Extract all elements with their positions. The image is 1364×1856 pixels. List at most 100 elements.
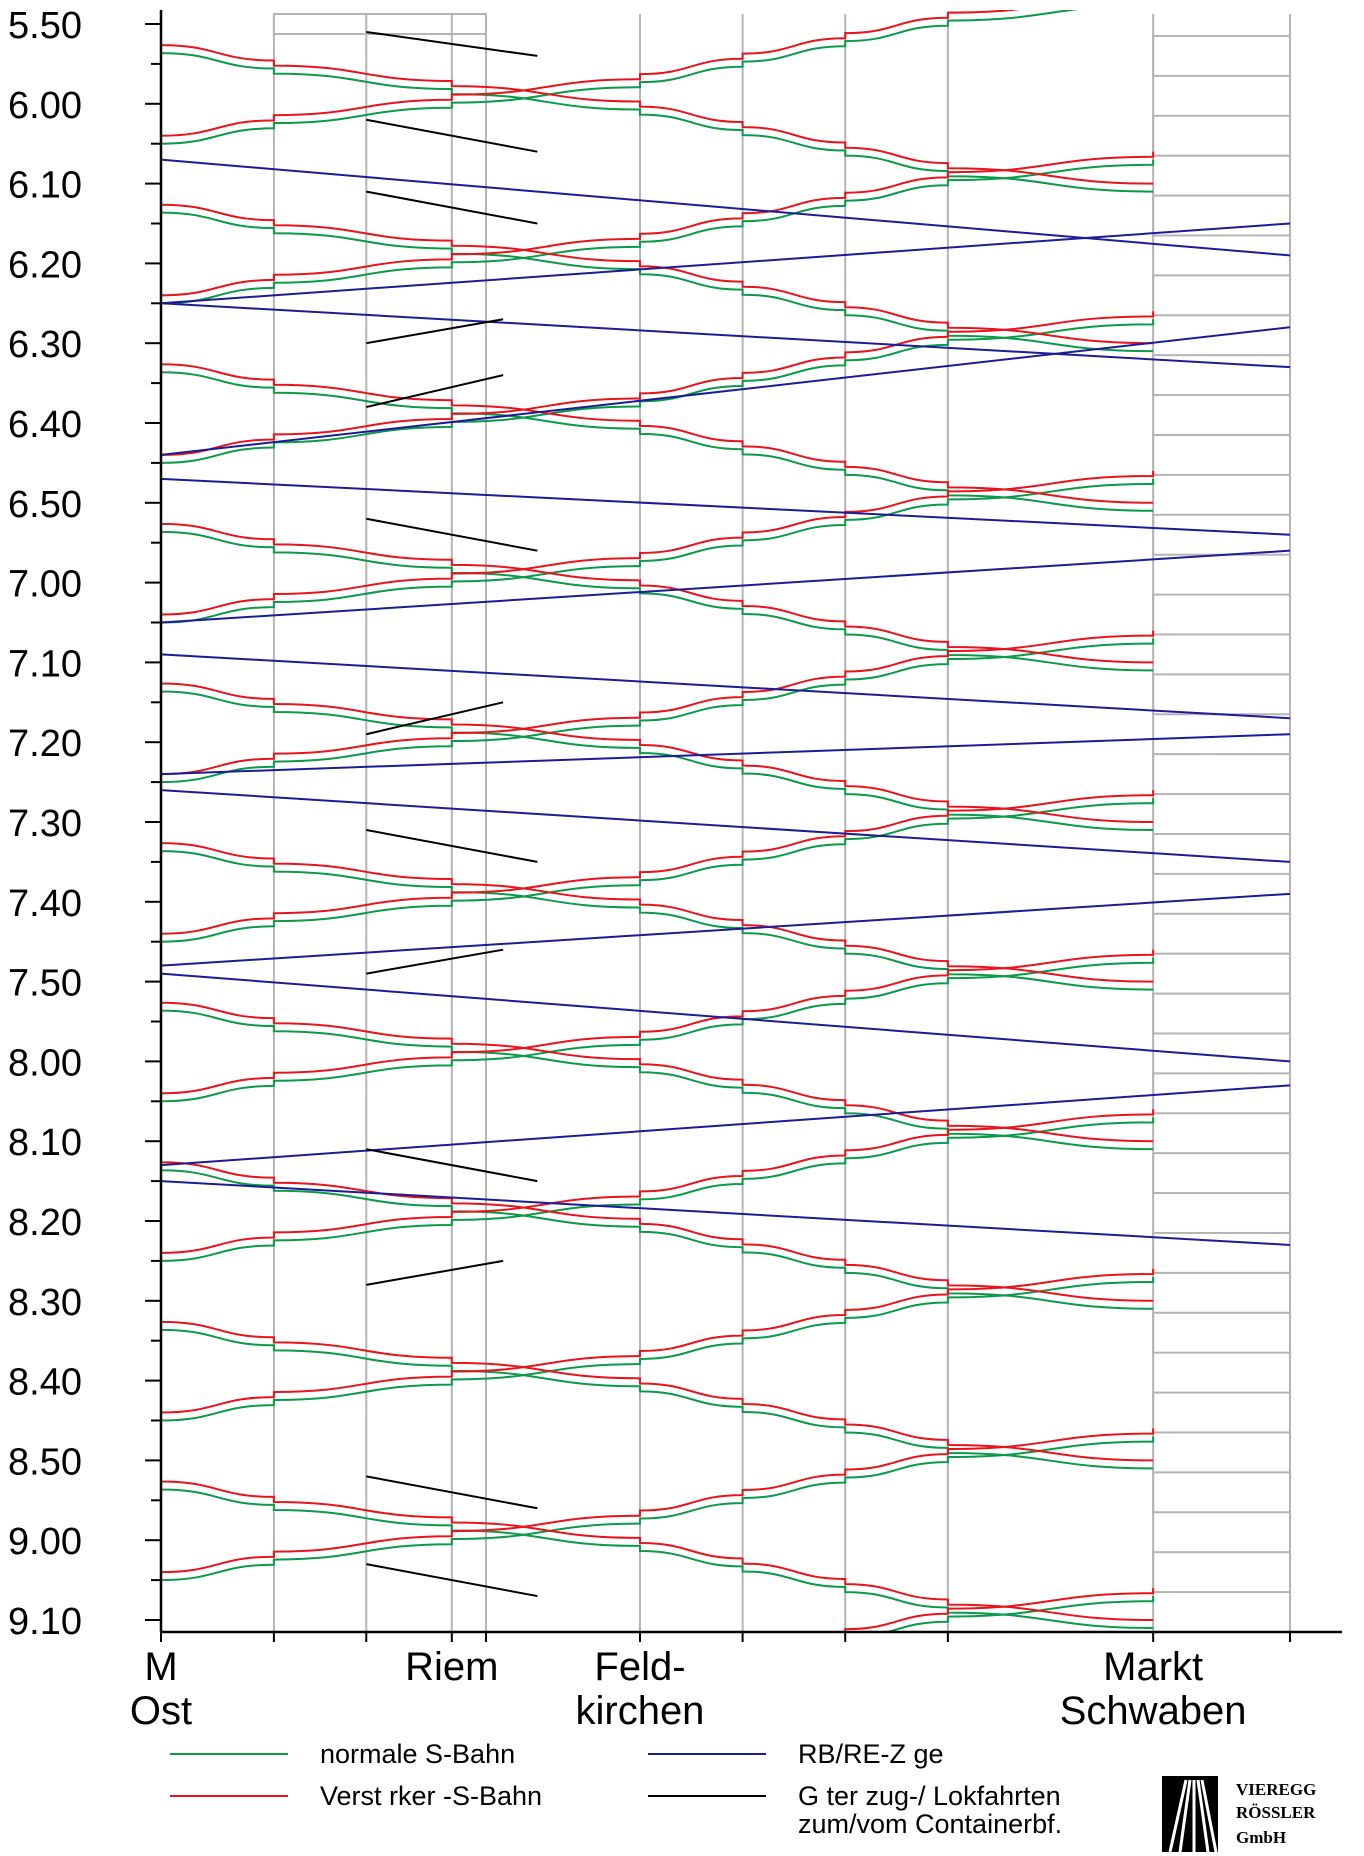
y-tick-label: 8.40 — [8, 1362, 82, 1404]
y-tick-label: 5.50 — [8, 5, 82, 47]
reinforcement-train-path-outbound — [160, 1157, 1154, 1302]
turnback-box — [1152, 992, 1291, 1035]
legend-label-normal: normale S-Bahn — [320, 1739, 515, 1769]
freight-train-path — [366, 1148, 538, 1183]
turnback-box — [1152, 1471, 1291, 1514]
train-paths — [160, 10, 1291, 1632]
regional-train-path — [160, 549, 1291, 624]
y-tick-label: 8.20 — [8, 1202, 82, 1244]
regional-train-path — [160, 733, 1291, 776]
regional-train-path — [160, 158, 1291, 257]
turnback-box — [1152, 274, 1291, 317]
turnback-box — [1152, 1152, 1291, 1195]
logo-text-line1: VIEREGG — [1236, 1780, 1316, 1799]
regional-train-path — [160, 1084, 1291, 1167]
station-label: kirchen — [575, 1689, 704, 1733]
turnback-box — [1152, 114, 1291, 157]
y-tick-label: 7.00 — [8, 564, 82, 606]
legend-label-freight: G ter zug-/ Lokfahrten zum/vom Containerb… — [798, 1781, 1062, 1839]
reinforcement-train-path-inbound — [160, 1428, 1155, 1574]
y-tick-label: 6.10 — [8, 165, 82, 207]
y-tick-label: 8.10 — [8, 1122, 82, 1164]
y-tick-label: 6.00 — [8, 85, 82, 127]
reinforcement-train-path-inbound — [160, 151, 1155, 297]
y-tick-label: 6.30 — [8, 324, 82, 366]
reinforcement-train-path-outbound — [160, 1316, 1154, 1462]
reinforcement-train-path-inbound — [844, 1588, 1155, 1632]
normal-train-path-outbound — [160, 526, 1154, 672]
normal-train-path-inbound — [160, 1436, 1155, 1582]
normal-train-path-inbound — [160, 319, 1155, 464]
normal-train-path-outbound — [160, 1005, 1154, 1151]
reinforcement-train-path-outbound — [160, 199, 1154, 345]
turnback-box — [1152, 1551, 1291, 1594]
normal-train-path-inbound — [160, 798, 1155, 943]
normal-train-path-inbound — [160, 638, 1155, 784]
turnback-box — [1152, 1231, 1291, 1274]
reinforcement-train-path-inbound — [160, 470, 1155, 616]
reinforcement-train-path-inbound — [160, 1268, 1155, 1414]
normal-train-path-inbound — [160, 10, 1079, 145]
regional-train-path — [160, 972, 1291, 1063]
freight-train-path — [366, 1259, 504, 1286]
y-tick-label: 8.30 — [8, 1282, 82, 1324]
turnback-box — [1152, 593, 1291, 636]
freight-train-path — [366, 828, 538, 863]
regional-train-path — [160, 326, 1291, 456]
normal-train-path-outbound — [160, 47, 1154, 193]
reinforcement-train-path-inbound — [160, 790, 1155, 935]
y-tick-label: 7.20 — [8, 723, 82, 765]
regional-train-path — [160, 789, 1291, 863]
turnback-box — [1152, 912, 1291, 955]
reinforcement-train-path-outbound — [160, 518, 1154, 664]
station-label: Feld- — [594, 1645, 685, 1689]
normal-train-path-outbound — [160, 845, 1154, 991]
y-tick-label: 8.00 — [8, 1042, 82, 1084]
normal-train-path-outbound — [160, 367, 1154, 512]
rail-tracks-logo-icon — [1162, 1776, 1218, 1853]
y-tick-label: 7.50 — [8, 963, 82, 1005]
station-label: Ost — [130, 1689, 192, 1733]
station-label: Riem — [405, 1645, 498, 1689]
legend: normale S-Bahn Verst rker -S-Bahn RB/RE-Z … — [170, 1739, 1062, 1839]
normal-train-path-inbound — [160, 1276, 1155, 1422]
normal-train-path-inbound — [160, 1117, 1155, 1262]
turnback-box — [1152, 194, 1291, 237]
reinforcement-train-path-inbound — [160, 630, 1155, 776]
y-tick-label: 6.40 — [8, 404, 82, 446]
y-tick-label: 7.40 — [8, 883, 82, 925]
turnback-box — [1152, 673, 1291, 716]
regional-train-path — [160, 1180, 1291, 1246]
turnback-box — [1152, 1311, 1291, 1354]
reinforcement-train-path-outbound — [160, 837, 1154, 983]
reinforcement-train-path-inbound — [160, 10, 1021, 137]
y-tick-label: 6.50 — [8, 484, 82, 526]
turnback-box — [1152, 513, 1291, 556]
normal-train-path-outbound — [160, 207, 1154, 353]
freight-train-path — [366, 374, 504, 409]
normal-train-path-inbound — [883, 1596, 1155, 1632]
logo-text-line3: GmbH — [1236, 1828, 1286, 1847]
reinforcement-train-path-outbound — [160, 39, 1154, 185]
turnback-box — [1152, 433, 1291, 476]
reinforcement-train-path-inbound — [160, 949, 1155, 1095]
normal-train-path-inbound — [160, 478, 1155, 624]
freight-train-path — [366, 517, 538, 552]
y-tick-label: 9.00 — [8, 1521, 82, 1563]
turnback-box — [1152, 354, 1291, 397]
normal-train-path-outbound — [160, 1484, 1154, 1629]
regional-train-path — [160, 302, 1291, 369]
logo-text-line2: RÖSSLER — [1236, 1803, 1316, 1822]
regional-train-path — [160, 477, 1291, 536]
freight-train-path — [366, 318, 504, 345]
y-tick-label: 8.50 — [8, 1441, 82, 1483]
axes: 5.50 6.00 6.10 6.20 6.30 6.40 6.50 7.00 7.10 7.20… — [8, 5, 1342, 1733]
normal-train-path-outbound — [160, 1324, 1154, 1470]
freight-train-path — [366, 1563, 538, 1598]
reinforcement-train-path-outbound — [160, 1476, 1154, 1621]
reinforcement-train-path-outbound — [160, 678, 1154, 823]
vieregg-roessler-logo: VIEREGG RÖSSLER GmbH — [1162, 1776, 1316, 1853]
freight-train-path — [366, 1475, 538, 1510]
freight-train-path — [366, 30, 538, 57]
